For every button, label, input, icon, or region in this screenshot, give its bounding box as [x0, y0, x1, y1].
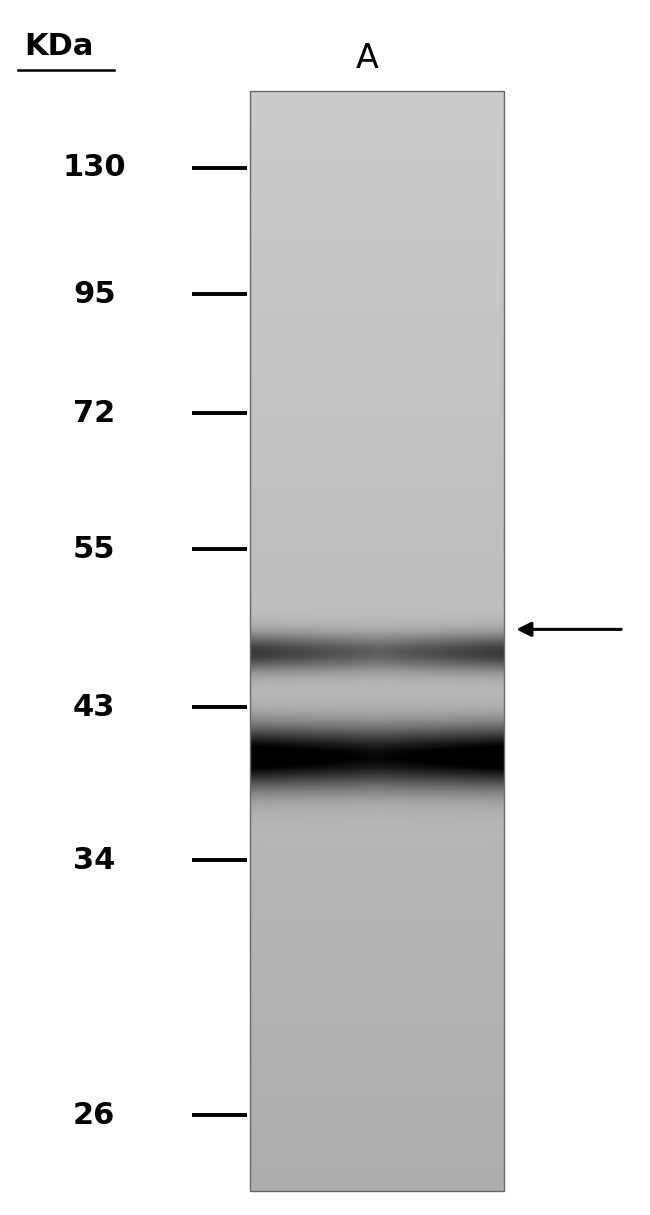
Text: 95: 95	[73, 279, 116, 309]
Text: 26: 26	[73, 1101, 116, 1130]
Text: 55: 55	[73, 535, 116, 564]
Text: 43: 43	[73, 693, 116, 722]
Bar	[250, 91, 504, 1191]
Text: A: A	[356, 41, 379, 75]
Text: KDa: KDa	[24, 32, 93, 61]
Text: 34: 34	[73, 846, 116, 875]
Text: 72: 72	[73, 399, 116, 428]
Text: 130: 130	[62, 153, 126, 182]
